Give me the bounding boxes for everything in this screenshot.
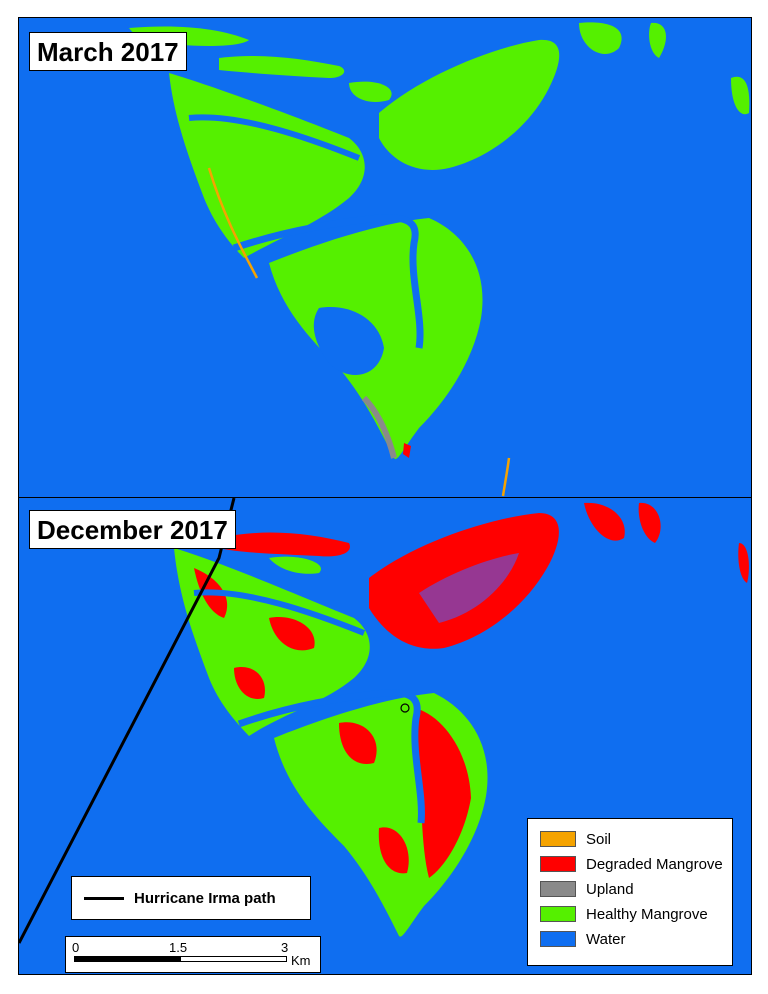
degraded-dot-1	[403, 443, 411, 458]
landmass-west	[169, 73, 365, 258]
legend-label-water: Water	[586, 930, 626, 948]
legend-swatch-water	[540, 931, 576, 947]
island-north-strip-2	[269, 556, 321, 574]
lagoon-south	[313, 307, 384, 375]
channel-west	[188, 114, 361, 161]
degraded-west-3	[234, 667, 265, 699]
legend-item-healthy-mangrove: Healthy Mangrove	[540, 904, 708, 924]
island-north-strip-1	[219, 532, 350, 557]
location-marker	[400, 703, 410, 713]
panel-title-march: March 2017	[29, 32, 187, 71]
degraded-south-3	[378, 827, 409, 874]
map-canvas-december	[19, 498, 749, 944]
island-northeast-blue-interior	[419, 553, 519, 623]
island-northeast	[379, 39, 560, 170]
legend-swatch-healthy-mangrove	[540, 906, 576, 922]
island-ne-small-1	[579, 22, 622, 54]
degraded-south-1	[414, 708, 471, 878]
map-panel-march-2017: March 2017	[18, 17, 752, 498]
legend-item-upland: Upland	[540, 879, 634, 899]
legend-swatch-soil	[540, 831, 576, 847]
legend-item-water: Water	[540, 929, 625, 949]
hurricane-path-line-icon	[84, 896, 124, 900]
island-ne-small-3	[649, 22, 666, 58]
scale-unit: Km	[291, 953, 311, 968]
soil-strip-1	[207, 167, 259, 279]
map-canvas-march	[129, 22, 750, 497]
map-panel-december-2017: December 2017 Soil Degraded Mangrove Upl…	[18, 497, 752, 975]
legend-label-healthy-mangrove: Healthy Mangrove	[586, 905, 708, 923]
island-ne-small-3	[638, 502, 661, 543]
legend-swatch-degraded-mangrove	[540, 856, 576, 872]
scale-tick-3: 3	[281, 940, 289, 955]
map-legend: Soil Degraded Mangrove Upland Healthy Ma…	[527, 818, 733, 966]
island-ne-small-1	[584, 502, 625, 541]
hurricane-legend: Hurricane Irma path	[71, 876, 311, 920]
island-ne-small-2	[738, 543, 749, 583]
scale-tick-0: 0	[72, 940, 80, 955]
island-ne-small-2	[731, 76, 750, 115]
legend-item-degraded-mangrove: Degraded Mangrove	[540, 854, 723, 874]
hurricane-legend-label: Hurricane Irma path	[134, 889, 276, 907]
scale-bar: 0 1.5 3 Km	[65, 936, 321, 973]
panel-title-december: December 2017	[29, 510, 236, 549]
scale-tick-1-5: 1.5	[169, 940, 188, 955]
upland-strip	[361, 395, 397, 459]
channel-west	[193, 589, 366, 636]
legend-label-upland: Upland	[586, 880, 634, 898]
degraded-south-2	[339, 722, 377, 764]
scale-bar-segment-1	[74, 956, 181, 962]
channel-main	[237, 689, 425, 824]
scale-bar-segment-2	[180, 956, 287, 962]
legend-label-degraded-mangrove: Degraded Mangrove	[586, 855, 723, 873]
channel-main	[232, 214, 424, 349]
island-north-strip-2	[349, 81, 392, 103]
soil-strip-2	[501, 457, 511, 497]
legend-swatch-upland	[540, 881, 576, 897]
degraded-west-2	[269, 617, 315, 651]
legend-label-soil: Soil	[586, 830, 612, 848]
legend-item-soil: Soil	[540, 829, 611, 849]
island-north-strip-1	[219, 55, 345, 78]
